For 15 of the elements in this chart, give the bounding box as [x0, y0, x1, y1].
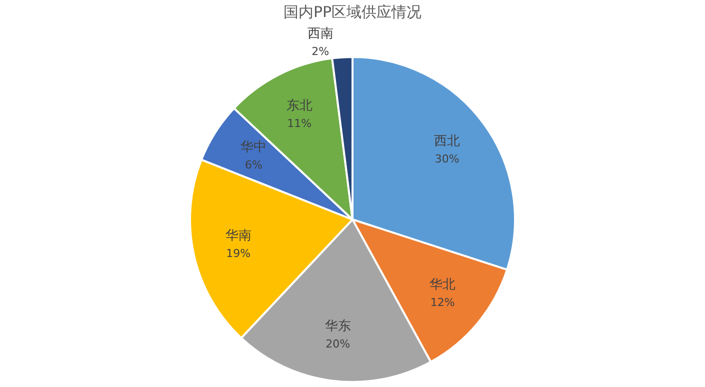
data-label: 12% [430, 296, 455, 309]
slice-label: 西北 [434, 134, 460, 150]
slice-label: 东北 [286, 98, 312, 114]
slice-label: 华东 [324, 318, 351, 334]
data-label: 30% [434, 152, 460, 166]
slice-label: 西南 [307, 26, 334, 42]
slice-label: 华北 [430, 277, 456, 292]
slice-label: 华南 [225, 228, 252, 244]
slice-label: 华中 [240, 140, 267, 156]
data-label: 20% [326, 337, 350, 350]
data-label: 11% [287, 117, 312, 130]
data-label: 6% [244, 158, 262, 172]
chart-title: 国内PP区域供应情况 [283, 2, 422, 21]
data-label: 2% [312, 45, 330, 58]
data-label: 19% [226, 246, 251, 260]
